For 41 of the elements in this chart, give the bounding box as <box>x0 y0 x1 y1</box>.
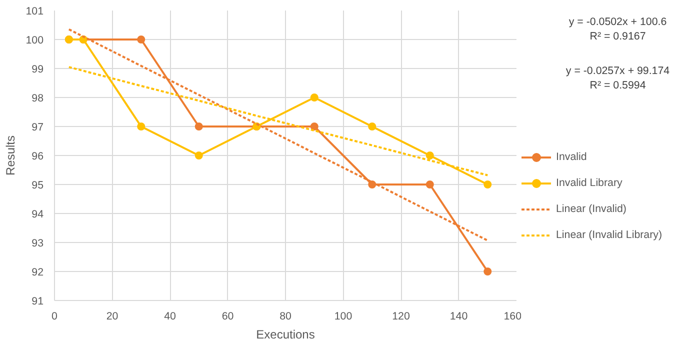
y-tick-label: 93 <box>32 238 44 250</box>
x-tick-label: 160 <box>504 310 522 322</box>
x-tick-label: 120 <box>392 310 410 322</box>
point <box>194 122 203 130</box>
point <box>310 94 318 102</box>
y-tick-label: 99 <box>32 64 44 76</box>
y-tick-label: 96 <box>32 150 44 162</box>
text: R² = 0.9167 <box>590 30 646 42</box>
text: y = -0.0257x + 99.174 <box>566 65 670 78</box>
point <box>137 122 146 130</box>
y-tick-label: 97 <box>32 122 44 134</box>
y-tick-label: 100 <box>26 34 44 46</box>
point <box>426 180 434 188</box>
point <box>484 180 492 188</box>
legend-label: Invalid <box>556 151 587 163</box>
point <box>194 152 203 160</box>
x-tick-label: 40 <box>164 310 176 322</box>
y-tick-label: 94 <box>32 208 44 220</box>
point <box>137 36 146 44</box>
y-tick-label: 92 <box>32 266 44 278</box>
x-tick-label: 100 <box>334 310 352 322</box>
text: y = -0.0502x + 100.6 <box>568 16 667 28</box>
point <box>426 152 434 160</box>
legend-label: Linear (Invalid) <box>556 203 626 215</box>
legend-label: Invalid Library <box>556 177 622 189</box>
x-tick-label: 20 <box>106 310 118 322</box>
legend-label: Linear (Invalid Library) <box>556 229 662 241</box>
point <box>310 122 318 130</box>
point <box>368 122 376 130</box>
y-tick-label: 95 <box>32 180 44 192</box>
x-tick-label: 60 <box>222 310 234 322</box>
y-axis-title: Results <box>4 135 18 176</box>
y-tick-label: 91 <box>32 296 44 308</box>
text: R² = 0.5994 <box>590 80 646 92</box>
y-tick-label: 101 <box>26 6 44 18</box>
x-tick-label: 140 <box>450 310 468 322</box>
y-tick-label: 98 <box>32 92 44 104</box>
point <box>484 268 492 276</box>
x-tick-label: 0 <box>52 310 58 322</box>
x-axis-title: Executions <box>256 328 315 342</box>
x-tick-label: 80 <box>280 310 292 322</box>
